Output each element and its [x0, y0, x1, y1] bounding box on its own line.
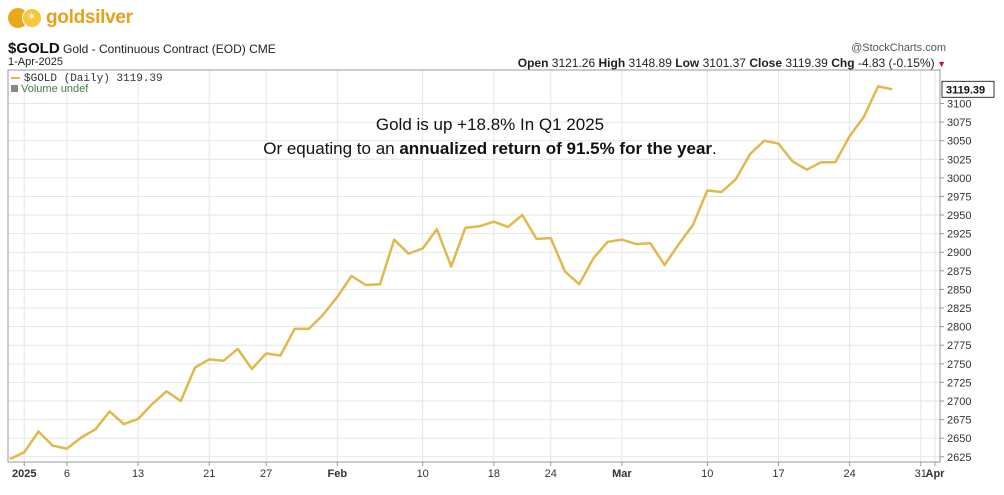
brand-name: goldsilver: [46, 7, 133, 28]
series-line-gold: [9, 85, 893, 461]
annotation-prefix: Or equating to an: [263, 139, 399, 158]
legend-entry-volume: Volume undef: [21, 83, 89, 95]
x-tick-label: 27: [260, 468, 272, 480]
y-tick-label: 3050: [947, 136, 971, 148]
x-tick-label: Feb: [328, 468, 348, 480]
close-label: Close: [749, 56, 783, 70]
x-tick-label: 24: [843, 468, 855, 480]
annotation-line-1: Gold is up +18.8% In Q1 2025: [376, 115, 604, 134]
goldsilver-logo: goldsilver: [6, 4, 133, 32]
y-tick-label: 2700: [947, 396, 971, 408]
annotation-bold: annualized return of 91.5% for the year: [399, 139, 712, 158]
y-tick-label: 2750: [947, 359, 971, 371]
annotation-line-2: Or equating to an annualized return of 9…: [263, 139, 717, 158]
symbol-title: $GOLD: [8, 40, 60, 57]
y-tick-label: 2675: [947, 415, 971, 427]
open-label: Open: [517, 56, 549, 70]
symbol-description: Gold - Continuous Contract (EOD) CME: [63, 42, 276, 56]
close-value: 3119.39: [785, 56, 828, 70]
high-value: 3148.89: [628, 56, 672, 70]
chart-date: 1-Apr-2025: [8, 56, 64, 68]
legend-entry-gold: $GOLD (Daily) 3119.39: [24, 73, 163, 85]
y-tick-label: 2875: [947, 266, 971, 278]
y-tick-label: 2650: [947, 433, 971, 445]
x-tick-label: Apr: [926, 468, 946, 480]
y-tick-label: 2850: [947, 284, 971, 296]
y-tick-label: 2950: [947, 210, 971, 222]
down-arrow-icon: ▼: [934, 59, 946, 69]
plot-frame: [7, 69, 941, 463]
y-tick-label: 2925: [947, 229, 971, 241]
x-tick-label: 10: [417, 468, 429, 480]
series-layer: [9, 85, 893, 461]
last-value-marker: 3119.39: [941, 80, 995, 98]
last-value-box: [941, 80, 995, 98]
grid-lines: [8, 70, 940, 462]
y-axis: 2625 2650 2675 2700 2725 2750 2775 2800 2825 2850…: [940, 98, 971, 464]
x-tick-label: 21: [203, 468, 215, 480]
y-tick-label: 3000: [947, 173, 971, 185]
volume-bars-icon: [11, 85, 18, 92]
y-tick-label: 3075: [947, 117, 971, 129]
low-value: 3101.37: [702, 56, 746, 70]
open-value: 3121.26: [551, 56, 596, 70]
x-tick-label: 2025: [12, 468, 36, 480]
high-label: High: [598, 56, 626, 70]
y-tick-label: 3100: [947, 98, 971, 110]
coins-icon: [6, 5, 46, 31]
low-label: Low: [675, 56, 700, 70]
x-tick-label: 13: [132, 468, 144, 480]
ohlc-readout: Open 3121.26 High 3148.89 Low 3101.37 Cl…: [518, 56, 946, 70]
y-tick-label: 2725: [947, 377, 971, 389]
x-tick-label: 24: [545, 468, 557, 480]
description-text: Gold - Continuous Contract (EOD): [63, 42, 246, 56]
chg-value: -4.83 (-0.15%): [857, 56, 935, 70]
y-tick-label: 2975: [947, 191, 971, 203]
y-tick-label: 2625: [947, 452, 971, 464]
exchange-text: CME: [249, 42, 276, 56]
y-tick-label: 2800: [947, 322, 971, 334]
annotation-suffix: .: [712, 139, 717, 158]
legend: $GOLD (Daily) 3119.39 Volume undef: [11, 73, 163, 95]
stockcharts-credit: @StockCharts.com: [851, 42, 946, 54]
x-tick-label: Mar: [612, 468, 632, 480]
chg-label: Chg: [831, 56, 855, 70]
y-tick-label: 2900: [947, 247, 971, 259]
x-tick-label: 6: [64, 468, 70, 480]
x-tick-label: 31: [915, 468, 927, 480]
x-tick-label: 18: [488, 468, 500, 480]
y-tick-label: 2775: [947, 340, 971, 352]
y-tick-label: 3025: [947, 154, 971, 166]
last-value-label: 3119.39: [946, 84, 985, 96]
x-tick-label: 10: [701, 468, 713, 480]
y-tick-label: 2825: [947, 303, 971, 315]
x-tick-label: 17: [772, 468, 784, 480]
